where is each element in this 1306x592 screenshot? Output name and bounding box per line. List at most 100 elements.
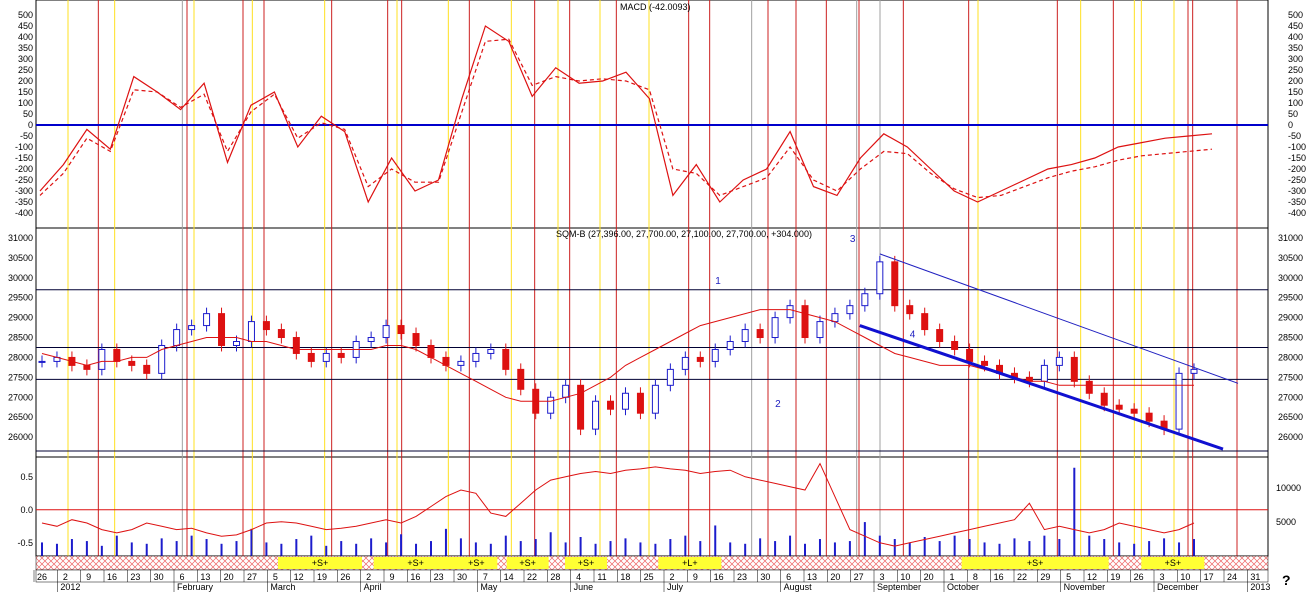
price-tick-right-7: 27500 (1278, 372, 1303, 382)
macd-tick-left-14: -200 (15, 164, 33, 174)
help-icon[interactable]: ? (1282, 572, 1291, 588)
macd-tick-left-6: 200 (18, 76, 33, 86)
candle-body-49 (771, 317, 779, 339)
macd-tick-right-18: -400 (1288, 208, 1306, 218)
candle-body-53 (831, 313, 839, 323)
macd-tick-right-13: -150 (1288, 153, 1306, 163)
macd-tick-right-15: -250 (1288, 175, 1306, 185)
day-label-26: 25 (644, 572, 654, 582)
candle-body-59 (921, 313, 929, 331)
candle-body-43 (681, 356, 689, 370)
month-label-12: 2013 (1250, 582, 1270, 592)
day-label-51: 24 (1227, 572, 1237, 582)
wave-label-1: 1 (715, 276, 721, 287)
price-tick-left-4: 29000 (8, 313, 33, 323)
day-label-39: 1 (949, 572, 954, 582)
macd-tick-left-11: -50 (20, 131, 33, 141)
wave-label-4: 4 (910, 330, 916, 341)
signal-label-3: +S+ (519, 558, 536, 568)
day-label-40: 8 (973, 572, 978, 582)
day-label-25: 18 (620, 572, 630, 582)
day-label-37: 10 (900, 572, 910, 582)
channel-lower-line (859, 324, 1224, 451)
candle-body-20 (337, 352, 345, 358)
price-tick-left-9: 26500 (8, 412, 33, 422)
candle-body-19 (322, 352, 330, 362)
candle-body-47 (741, 329, 749, 343)
macd-tick-left-15: -250 (15, 175, 33, 185)
candle-body-61 (951, 341, 959, 350)
candle-body-48 (756, 329, 764, 339)
month-label-11: December (1157, 582, 1199, 592)
candle-body-60 (936, 329, 944, 343)
macd-tick-left-8: 100 (18, 98, 33, 108)
price-tick-left-2: 30000 (8, 273, 33, 283)
volume-tick-1: 5000 (1276, 517, 1296, 527)
candle-body-55 (861, 293, 869, 307)
candle-body-56 (876, 261, 884, 295)
macd-title: MACD (-42.0093) (620, 2, 691, 12)
day-label-8: 20 (224, 572, 234, 582)
month-label-7: August (784, 582, 813, 592)
candle-body-17 (292, 337, 300, 354)
candle-body-30 (487, 348, 495, 354)
price-tick-right-10: 26000 (1278, 432, 1303, 442)
candle-body-31 (502, 348, 510, 370)
month-label-9: October (947, 582, 979, 592)
day-label-52: 31 (1250, 572, 1260, 582)
candle-body-7 (143, 364, 151, 374)
day-label-0: 26 (37, 572, 47, 582)
candle-body-50 (786, 305, 794, 319)
day-label-17: 23 (434, 572, 444, 582)
day-label-29: 16 (714, 572, 724, 582)
day-label-42: 22 (1017, 572, 1027, 582)
day-label-7: 13 (200, 572, 210, 582)
macd-tick-right-8: 100 (1288, 98, 1303, 108)
candle-body-76 (1175, 372, 1183, 430)
macd-line (39, 25, 1213, 204)
macd-tick-left-4: 300 (18, 54, 33, 64)
macd-tick-left-10: 0 (28, 120, 33, 130)
candle-body-57 (891, 261, 899, 307)
day-label-23: 4 (576, 572, 581, 582)
day-label-50: 17 (1204, 572, 1214, 582)
candle-body-29 (472, 352, 480, 362)
macd-tick-left-17: -350 (15, 197, 33, 207)
candle-body-72 (1115, 404, 1123, 410)
signal-box-0 (278, 557, 362, 569)
day-label-24: 11 (597, 572, 606, 582)
price-tick-right-8: 27000 (1278, 392, 1303, 402)
candle-body-41 (651, 384, 659, 414)
candle-body-37 (592, 400, 600, 430)
price-tick-left-0: 31000 (8, 233, 33, 243)
price-tick-left-6: 28000 (8, 352, 33, 362)
candle-body-38 (607, 400, 615, 410)
candle-body-62 (966, 348, 974, 362)
macd-tick-right-0: 500 (1288, 10, 1303, 20)
candle-body-42 (666, 368, 674, 386)
month-label-5: June (574, 582, 594, 592)
macd-tick-left-18: -400 (15, 208, 33, 218)
candle-body-15 (262, 321, 270, 331)
candle-body-34 (547, 396, 555, 414)
signal-box-1 (373, 557, 458, 569)
candle-body-44 (696, 356, 704, 362)
price-tick-right-1: 30500 (1278, 253, 1303, 263)
candle-body-11 (203, 313, 211, 327)
signal-label-7: +S+ (1165, 558, 1182, 568)
candle-body-74 (1145, 412, 1153, 422)
macd-tick-left-2: 400 (18, 32, 33, 42)
month-label-8: September (877, 582, 921, 592)
signal-box-2 (455, 557, 498, 569)
chart-background (35, 0, 1269, 557)
panel-frame-0 (35, 0, 1269, 229)
day-label-43: 29 (1040, 572, 1050, 582)
price-tick-right-3: 29500 (1278, 293, 1303, 303)
macd-panel (36, 25, 1268, 204)
candle-body-14 (247, 321, 255, 343)
candle-body-73 (1130, 408, 1138, 414)
macd-tick-left-16: -300 (15, 186, 33, 196)
day-label-41: 16 (994, 572, 1004, 582)
